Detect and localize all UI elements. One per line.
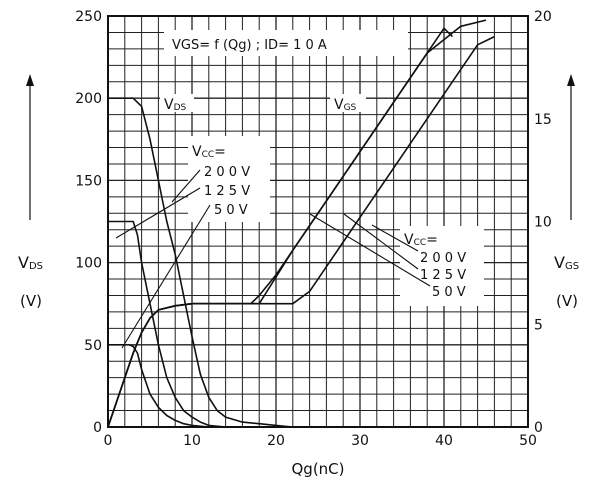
vds-curve-label: VDS [164, 97, 187, 113]
y-left-tick-label: 50 [84, 338, 102, 354]
x-tick-label: 40 [435, 433, 453, 449]
vcc-legend-right-header: VCC= [404, 232, 438, 248]
series-vds-200v [108, 97, 293, 428]
x-tick-label: 50 [519, 433, 537, 449]
vcc-legend-left-bg [188, 136, 270, 222]
series-vgs-125v [107, 19, 487, 428]
leader-vgs-50 [309, 213, 431, 287]
series-vgs-50v [107, 27, 453, 428]
x-tick-label: 20 [267, 433, 285, 449]
x-tick-label: 10 [183, 433, 201, 449]
series-vds-125v [108, 220, 226, 428]
y-left-tick-label: 250 [75, 9, 102, 25]
y-left-axis-unit: (V) [20, 292, 42, 310]
vcc-legend-right-value: 2 0 0 V [420, 251, 466, 266]
y-right-tick-label: 15 [534, 112, 552, 128]
y-right-axis-label: VGS [554, 253, 579, 272]
y-left-arrow-head [26, 74, 34, 86]
series-vds-50v [108, 344, 209, 428]
vcc-legend-right-value: 5 0 V [432, 285, 466, 300]
y-left-tick-label: 100 [75, 256, 102, 272]
plot-frame [107, 15, 529, 428]
y-left-tick-label: 150 [75, 173, 102, 189]
leader-vds-50 [121, 204, 211, 349]
vgs-label-bg [330, 94, 366, 112]
vcc-legend-right-value: 1 2 5 V [420, 268, 466, 283]
vgs-curve-label: VGS [334, 97, 357, 113]
y-left-axis-label: VDS [18, 253, 43, 272]
y-right-tick-label: 10 [534, 215, 552, 231]
x-tick-label: 0 [104, 433, 113, 449]
x-axis-label: Qg(nC) [291, 460, 344, 478]
y-right-arrow-head [567, 74, 575, 86]
leader-vds-200 [171, 169, 201, 203]
y-right-tick-label: 20 [534, 9, 552, 25]
vcc-legend-left-header: VCC= [192, 144, 226, 160]
title-box [164, 30, 408, 56]
leader-vgs-200 [371, 224, 419, 252]
vcc-legend-left-value: 1 2 5 V [204, 184, 250, 199]
leader-vgs-125 [343, 213, 419, 270]
y-right-tick-label: 0 [534, 420, 543, 436]
y-right-axis-unit: (V) [556, 292, 578, 310]
vcc-legend-left-value: 5 0 V [214, 203, 248, 218]
chart-title: VGS= f (Qg) ; ID= 1 0 A [172, 38, 327, 53]
vds-label-bg [160, 94, 194, 112]
y-right-tick-label: 5 [534, 317, 543, 333]
leader-vds-125 [115, 187, 201, 239]
x-tick-label: 30 [351, 433, 369, 449]
y-left-tick-label: 200 [75, 91, 102, 107]
y-left-tick-label: 0 [93, 420, 102, 436]
vcc-legend-left-value: 2 0 0 V [204, 165, 250, 180]
